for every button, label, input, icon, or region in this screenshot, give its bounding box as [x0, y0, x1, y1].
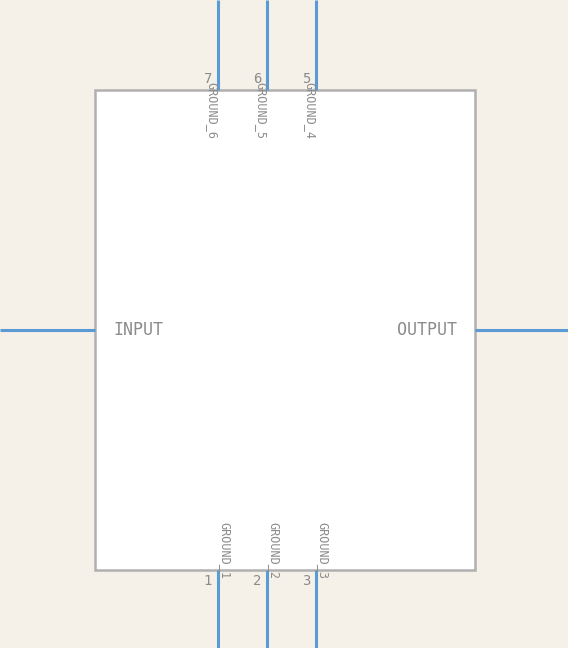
- Text: GROUND_1: GROUND_1: [218, 522, 231, 579]
- Text: 5: 5: [302, 72, 310, 86]
- Text: INPUT: INPUT: [113, 321, 163, 339]
- Bar: [95, 90, 475, 570]
- Text: OUTPUT: OUTPUT: [397, 321, 457, 339]
- Text: 6: 6: [253, 72, 261, 86]
- Text: 1: 1: [203, 574, 212, 588]
- Text: GROUND_3: GROUND_3: [316, 522, 329, 579]
- Text: GROUND_6: GROUND_6: [205, 82, 218, 139]
- Text: GROUND_2: GROUND_2: [267, 522, 280, 579]
- Text: GROUND_4: GROUND_4: [303, 82, 316, 139]
- Text: GROUND_5: GROUND_5: [254, 82, 267, 139]
- Text: 3: 3: [302, 574, 310, 588]
- Text: 2: 2: [253, 574, 261, 588]
- Text: 7: 7: [203, 72, 212, 86]
